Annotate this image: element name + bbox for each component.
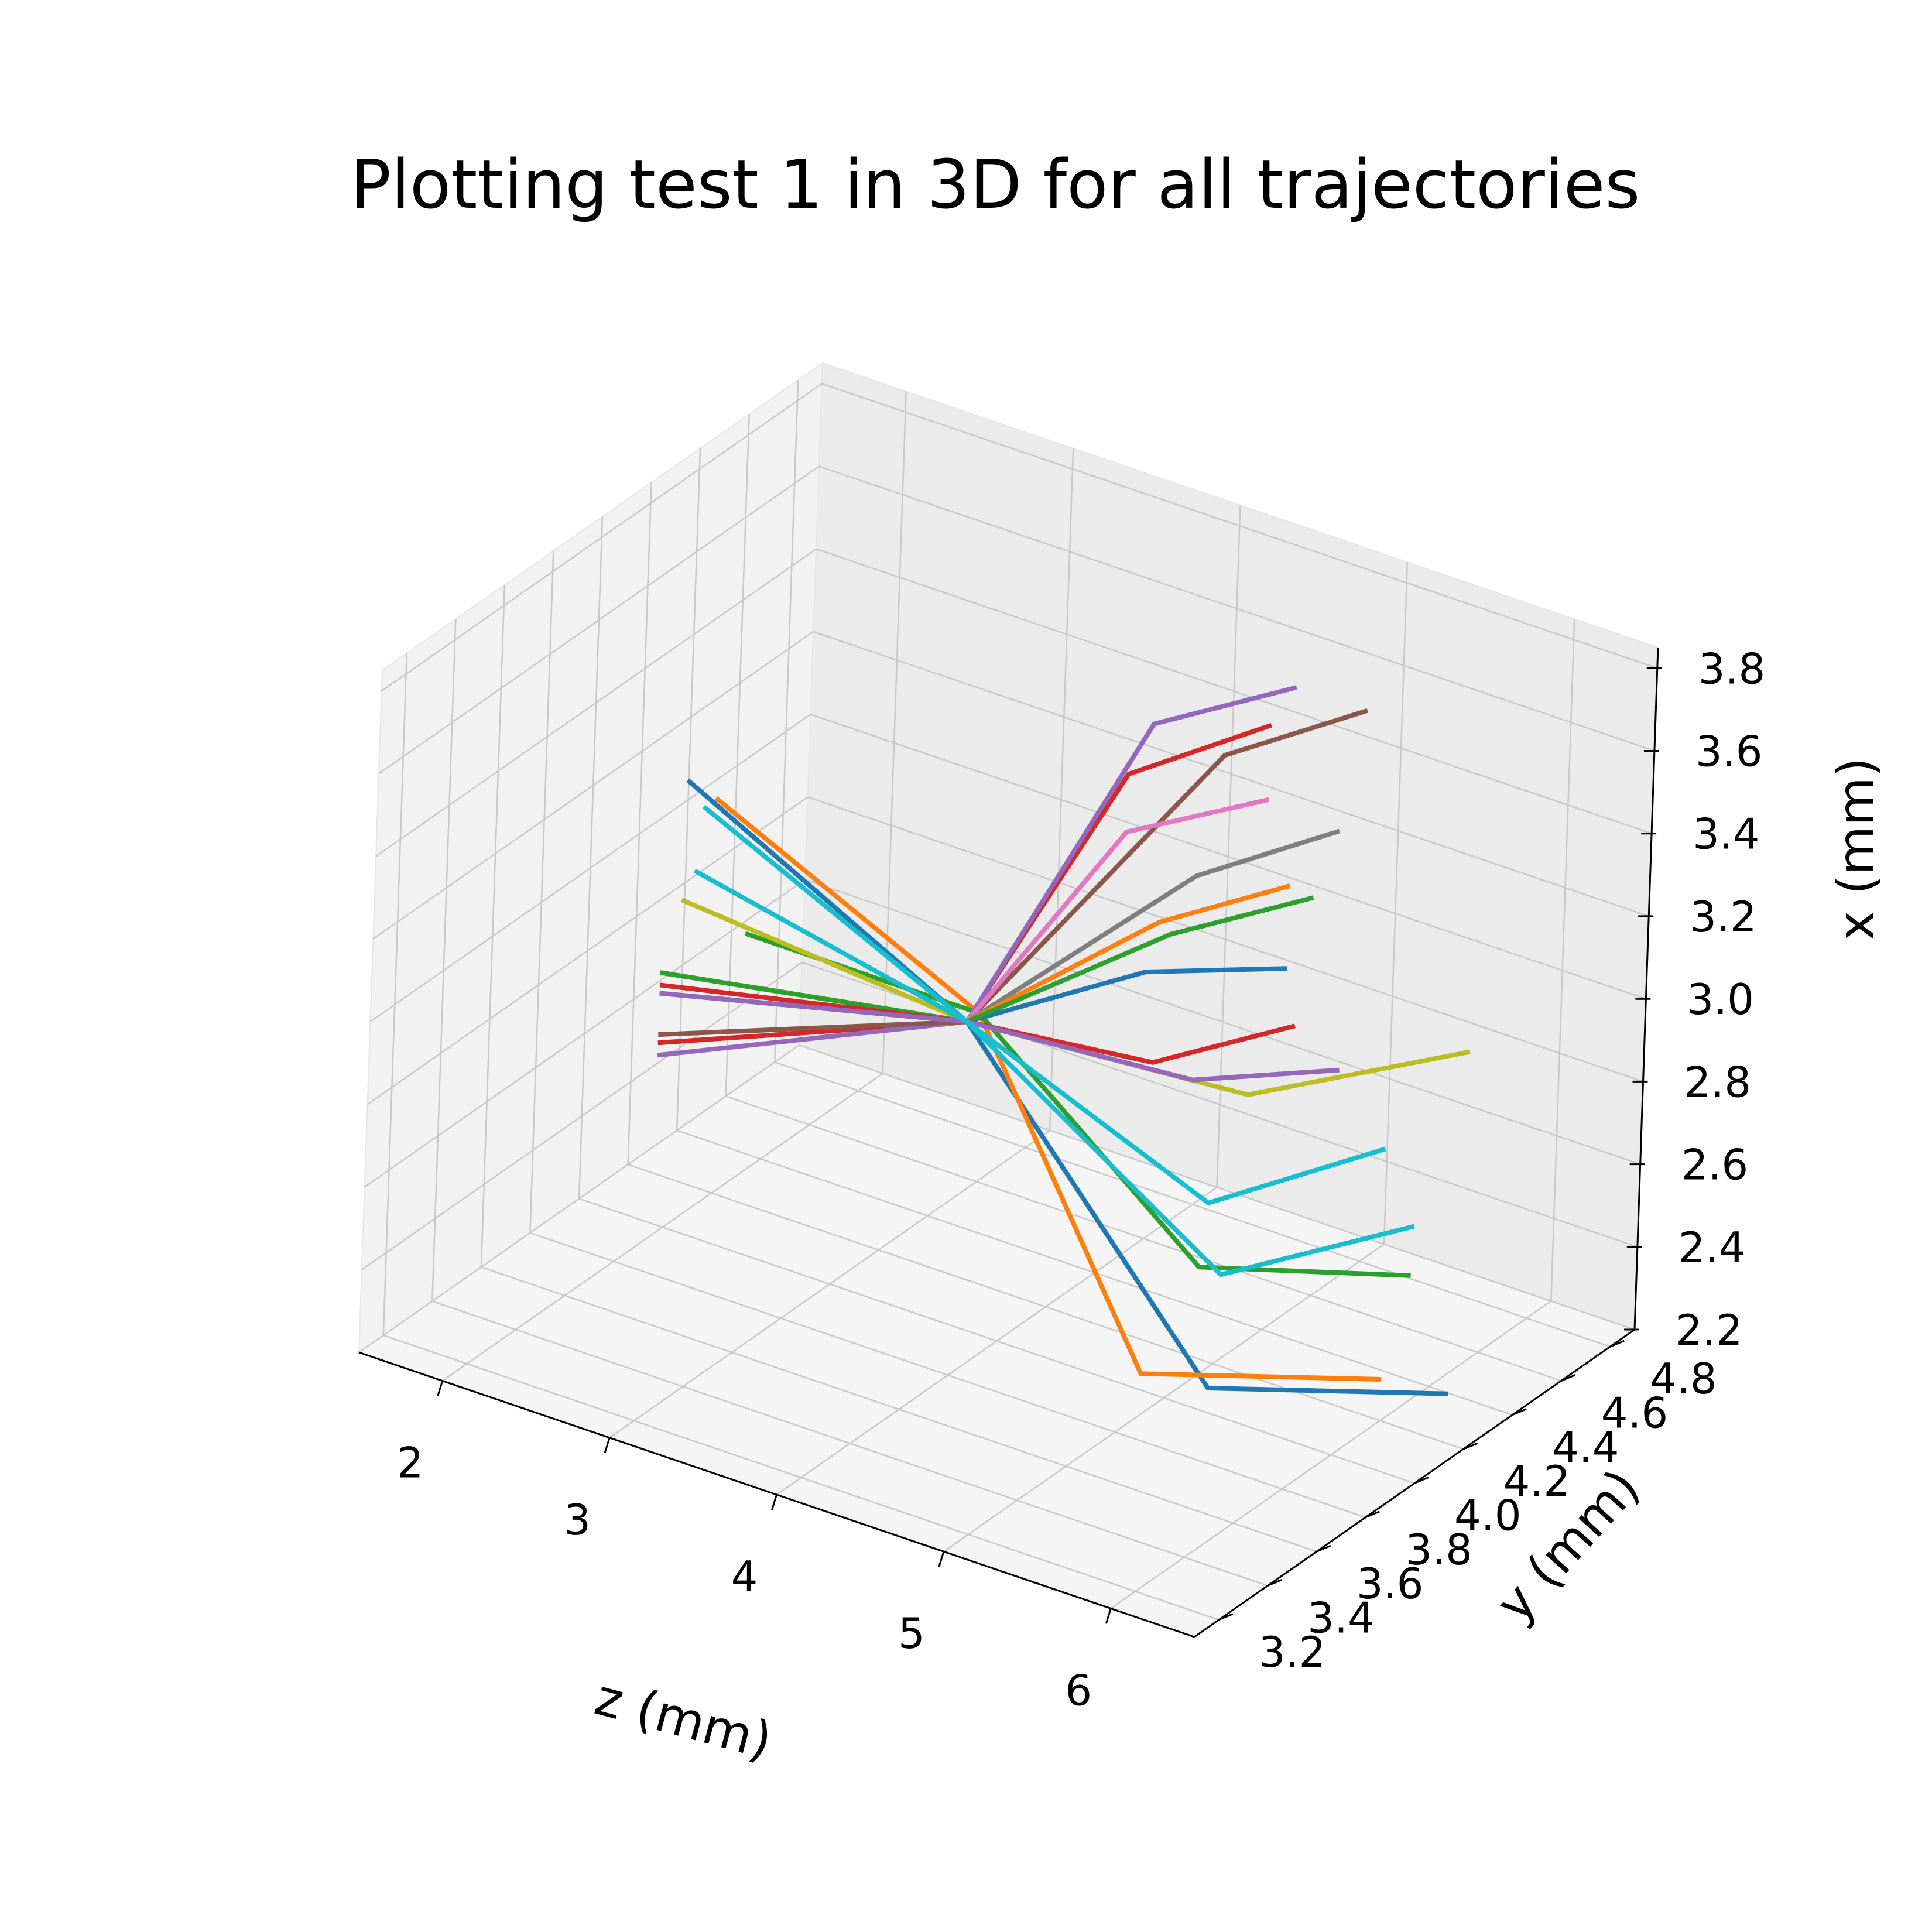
z-tick-label: 6	[1065, 1666, 1092, 1715]
y-tick-mark	[1463, 1442, 1478, 1450]
grid-line-y-floor	[481, 1266, 1317, 1553]
grid-line-x-left	[369, 714, 811, 1023]
grid-line-x-back	[818, 465, 1655, 752]
trajectory-lines	[657, 685, 1471, 1396]
grid-line-x-back	[813, 631, 1649, 917]
y-tick-mark	[1316, 1544, 1331, 1553]
z-tick-label: 3	[564, 1495, 591, 1544]
grid-line-x-back	[816, 548, 1652, 834]
grid-line-x-left	[364, 879, 806, 1188]
grid-line-x-back	[804, 879, 1641, 1165]
trajectory-line-4	[657, 722, 1273, 1046]
trajectory-line-13	[660, 895, 1314, 1025]
trajectory-line-14	[659, 982, 1296, 1065]
trajectory-line-6	[658, 708, 1368, 1037]
z-tick-mark	[604, 1437, 611, 1454]
z-tick-mark	[437, 1381, 444, 1397]
trajectory-line-1	[686, 778, 1448, 1396]
grid-line-y-left	[382, 653, 408, 1335]
grid-line-y-left	[480, 585, 506, 1268]
z-tick-mark	[938, 1551, 945, 1567]
grid-line-x-left	[378, 465, 820, 775]
grid-line-z-back	[1550, 619, 1575, 1301]
z-tick-mark	[1105, 1608, 1112, 1624]
grid-lines	[358, 380, 1658, 1621]
tick-labels: 234563.23.43.63.84.04.24.44.64.82.22.42.…	[397, 644, 1766, 1715]
y-tick-mark	[1365, 1510, 1380, 1519]
x-axis-label: x (mm)	[1827, 758, 1886, 941]
grid-line-z-back	[1049, 448, 1074, 1131]
z-tick-label: 5	[898, 1609, 925, 1658]
grid-line-x-back	[807, 796, 1643, 1083]
y-tick-label: 4.6	[1601, 1389, 1669, 1438]
trajectory-line-3	[744, 931, 1411, 1278]
x-tick-label: 3.0	[1687, 975, 1754, 1024]
y-tick-mark	[1267, 1579, 1282, 1587]
x-tick-label: 3.8	[1698, 644, 1766, 693]
z-tick-mark	[771, 1494, 777, 1510]
grid-line-y-left	[578, 516, 604, 1199]
y-tick-mark	[1561, 1374, 1576, 1382]
z-tick-label: 2	[397, 1438, 424, 1488]
grid-line-y-floor	[628, 1164, 1464, 1450]
grid-line-y-floor	[725, 1095, 1562, 1382]
grid-line-x-back	[810, 714, 1646, 1000]
y-tick-label: 3.2	[1259, 1628, 1326, 1677]
x-tick-label: 3.6	[1695, 727, 1763, 776]
grid-line-y-floor	[774, 1061, 1611, 1348]
grid-line-y-left	[676, 448, 701, 1131]
grid-line-y-left	[627, 482, 652, 1165]
grid-line-z-back	[1383, 562, 1409, 1245]
grid-line-x-left	[372, 631, 814, 940]
grid-line-y-floor	[529, 1232, 1366, 1518]
y-tick-label: 3.6	[1356, 1559, 1424, 1608]
grid-line-x-left	[361, 961, 803, 1270]
grid-line-y-floor	[431, 1300, 1268, 1587]
x-tick-label: 2.2	[1676, 1306, 1743, 1355]
x-tick-label: 2.6	[1681, 1140, 1749, 1190]
y-tick-mark	[1414, 1477, 1429, 1484]
grid-line-x-back	[799, 1044, 1635, 1331]
y-tick-label: 4.0	[1454, 1491, 1522, 1540]
trajectory-line-5	[657, 685, 1297, 1058]
x-tick-label: 2.8	[1684, 1057, 1752, 1107]
z-tick-label: 4	[731, 1552, 758, 1601]
y-tick-label: 4.8	[1650, 1354, 1717, 1403]
grid-line-x-left	[358, 1044, 800, 1354]
grid-line-y-left	[773, 380, 799, 1063]
grid-line-y-left	[431, 619, 457, 1301]
grid-line-x-left	[381, 383, 823, 692]
grid-line-x-left	[375, 548, 817, 857]
grid-line-x-left	[366, 796, 809, 1105]
trajectory-line-15	[659, 991, 1340, 1083]
grid-line-y-left	[529, 550, 554, 1233]
x-axis-line	[1633, 647, 1659, 1330]
y-tick-label: 3.4	[1307, 1594, 1375, 1643]
x-tick-label: 3.2	[1690, 892, 1757, 941]
grid-line-y-floor	[383, 1334, 1220, 1621]
trajectory-line-2	[714, 796, 1382, 1382]
y-tick-label: 3.8	[1405, 1525, 1472, 1574]
trajectory-line-16	[693, 868, 1386, 1205]
x-tick-label: 2.4	[1678, 1223, 1746, 1272]
grid-line-x-back	[821, 383, 1658, 669]
y-tick-mark	[1218, 1613, 1234, 1621]
grid-line-y-floor	[578, 1198, 1415, 1484]
y-tick-mark	[1512, 1408, 1527, 1416]
z-axis-label: z (mm)	[589, 1668, 778, 1771]
y-tick-label: 4.4	[1552, 1423, 1619, 1472]
y-tick-mark	[1609, 1340, 1625, 1348]
grid-line-z-back	[882, 391, 907, 1074]
trajectory-line-10	[702, 804, 1415, 1277]
y-tick-label: 4.2	[1503, 1457, 1571, 1506]
x-tick-label: 3.4	[1693, 810, 1760, 859]
chart-title: Plotting test 1 in 3D for all trajectori…	[351, 146, 1640, 224]
grid-line-z-back	[1216, 505, 1241, 1188]
